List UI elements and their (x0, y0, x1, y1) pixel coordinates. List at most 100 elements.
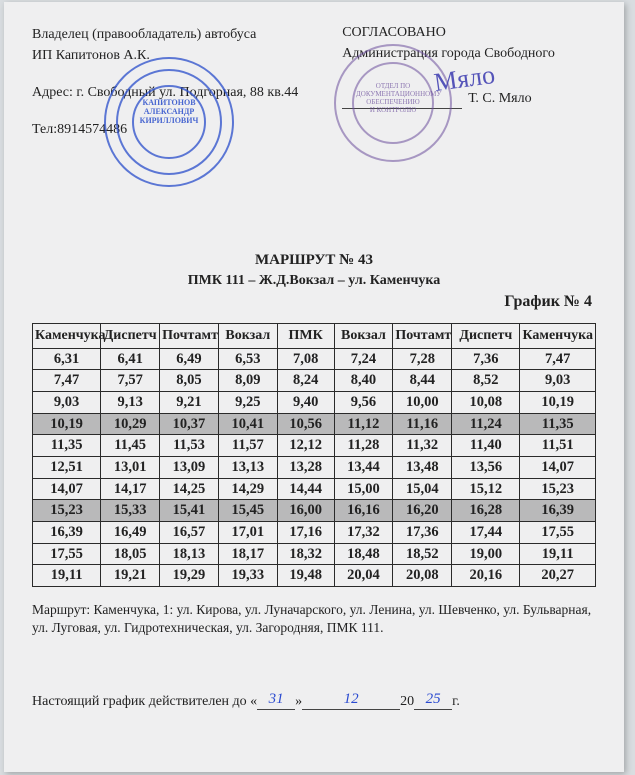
table-row: 6,316,416,496,537,087,247,287,367,47 (33, 348, 596, 370)
table-row: 15,2315,3315,4115,4516,0016,1616,2016,28… (33, 500, 596, 522)
table-cell: 8,52 (452, 370, 520, 392)
table-body: 6,316,416,496,537,087,247,287,367,477,47… (33, 348, 596, 586)
table-cell: 7,24 (334, 348, 393, 370)
table-cell: 11,35 (33, 435, 101, 457)
valid-mid2: 20 (400, 694, 414, 710)
table-row: 11,3511,4511,5311,5712,1211,2811,3211,40… (33, 435, 596, 457)
table-cell: 11,24 (452, 413, 520, 435)
table-cell: 20,27 (520, 565, 596, 587)
signature-line: Т. С. Мяло (342, 90, 596, 109)
owner-name: ИП Капитонов А.К. (32, 47, 342, 66)
table-row: 14,0714,1714,2514,2914,4415,0015,0415,12… (33, 478, 596, 500)
table-header: КаменчукаДиспетчПочтамтВокзалПМКВокзалПо… (33, 323, 596, 348)
approval-admin: Администрация города Свободного (342, 45, 596, 64)
table-cell: 20,08 (393, 565, 452, 587)
table-cell: 18,17 (218, 543, 277, 565)
table-cell: 16,49 (101, 522, 160, 544)
paper-sheet: Владелец (правообладатель) автобуса ИП К… (4, 2, 624, 772)
table-cell: 19,48 (277, 565, 334, 587)
table-row: 10,1910,2910,3710,4110,5611,1211,1611,24… (33, 413, 596, 435)
table-cell: 9,25 (218, 392, 277, 414)
table-cell: 15,45 (218, 500, 277, 522)
table-cell: 19,11 (520, 543, 596, 565)
table-cell: 6,53 (218, 348, 277, 370)
table-cell: 11,16 (393, 413, 452, 435)
table-cell: 11,12 (334, 413, 393, 435)
table-cell: 8,24 (277, 370, 334, 392)
table-cell: 11,35 (520, 413, 596, 435)
valid-year2: 25 (414, 691, 452, 710)
table-cell: 13,09 (160, 457, 219, 479)
valid-mid1: » (295, 694, 302, 710)
approval-agreed: СОГЛАСОВАНО (342, 24, 596, 43)
table-cell: 17,55 (33, 543, 101, 565)
table-cell: 18,32 (277, 543, 334, 565)
table-row: 7,477,578,058,098,248,408,448,529,03 (33, 370, 596, 392)
table-cell: 11,51 (520, 435, 596, 457)
table-col-header: Вокзал (334, 323, 393, 348)
table-cell: 15,33 (101, 500, 160, 522)
table-cell: 10,08 (452, 392, 520, 414)
table-cell: 10,56 (277, 413, 334, 435)
approval-block: СОГЛАСОВАНО Администрация города Свободн… (342, 24, 596, 142)
valid-suffix: г. (452, 694, 460, 710)
route-heading: МАРШРУТ № 43 ПМК 111 – Ж.Д.Вокзал – ул. … (32, 252, 596, 289)
table-cell: 12,12 (277, 435, 334, 457)
table-col-header: Вокзал (218, 323, 277, 348)
table-cell: 18,05 (101, 543, 160, 565)
table-cell: 13,44 (334, 457, 393, 479)
table-cell: 13,01 (101, 457, 160, 479)
table-cell: 8,09 (218, 370, 277, 392)
owner-address: Адрес: г. Свободный ул. Подгорная, 88 кв… (32, 84, 342, 103)
signature-blank (342, 94, 462, 109)
table-cell: 18,48 (334, 543, 393, 565)
owner-block: Владелец (правообладатель) автобуса ИП К… (32, 24, 342, 142)
table-cell: 7,47 (33, 370, 101, 392)
table-cell: 19,29 (160, 565, 219, 587)
owner-tel: Тел:8914574486 (32, 121, 342, 140)
table-cell: 19,00 (452, 543, 520, 565)
table-cell: 10,37 (160, 413, 219, 435)
table-cell: 16,16 (334, 500, 393, 522)
valid-month: 12 (302, 691, 400, 710)
table-cell: 13,28 (277, 457, 334, 479)
table-cell: 19,21 (101, 565, 160, 587)
table-cell: 16,00 (277, 500, 334, 522)
table-cell: 6,41 (101, 348, 160, 370)
table-cell: 11,45 (101, 435, 160, 457)
table-cell: 17,32 (334, 522, 393, 544)
table-cell: 9,13 (101, 392, 160, 414)
table-cell: 12,51 (33, 457, 101, 479)
table-col-header: Почтамт (160, 323, 219, 348)
table-cell: 14,17 (101, 478, 160, 500)
table-cell: 17,44 (452, 522, 520, 544)
table-cell: 9,21 (160, 392, 219, 414)
table-cell: 14,44 (277, 478, 334, 500)
table-cell: 14,07 (520, 457, 596, 479)
table-cell: 10,29 (101, 413, 160, 435)
table-cell: 6,49 (160, 348, 219, 370)
table-cell: 17,16 (277, 522, 334, 544)
table-cell: 20,16 (452, 565, 520, 587)
table-cell: 6,31 (33, 348, 101, 370)
table-col-header: Диспетч (452, 323, 520, 348)
table-cell: 10,19 (33, 413, 101, 435)
table-cell: 8,40 (334, 370, 393, 392)
table-row: 16,3916,4916,5717,0117,1617,3217,3617,44… (33, 522, 596, 544)
table-cell: 11,32 (393, 435, 452, 457)
table-cell: 9,03 (520, 370, 596, 392)
table-cell: 11,53 (160, 435, 219, 457)
table-col-header: Почтамт (393, 323, 452, 348)
table-cell: 16,39 (520, 500, 596, 522)
header-section: Владелец (правообладатель) автобуса ИП К… (32, 24, 596, 142)
table-cell: 15,23 (520, 478, 596, 500)
table-cell: 14,29 (218, 478, 277, 500)
table-cell: 7,57 (101, 370, 160, 392)
table-cell: 9,56 (334, 392, 393, 414)
table-cell: 20,04 (334, 565, 393, 587)
table-cell: 11,28 (334, 435, 393, 457)
table-cell: 18,13 (160, 543, 219, 565)
valid-until-line: Настоящий график действителен до « 31 » … (32, 691, 596, 710)
table-cell: 10,41 (218, 413, 277, 435)
approval-signer: Т. С. Мяло (468, 90, 531, 109)
